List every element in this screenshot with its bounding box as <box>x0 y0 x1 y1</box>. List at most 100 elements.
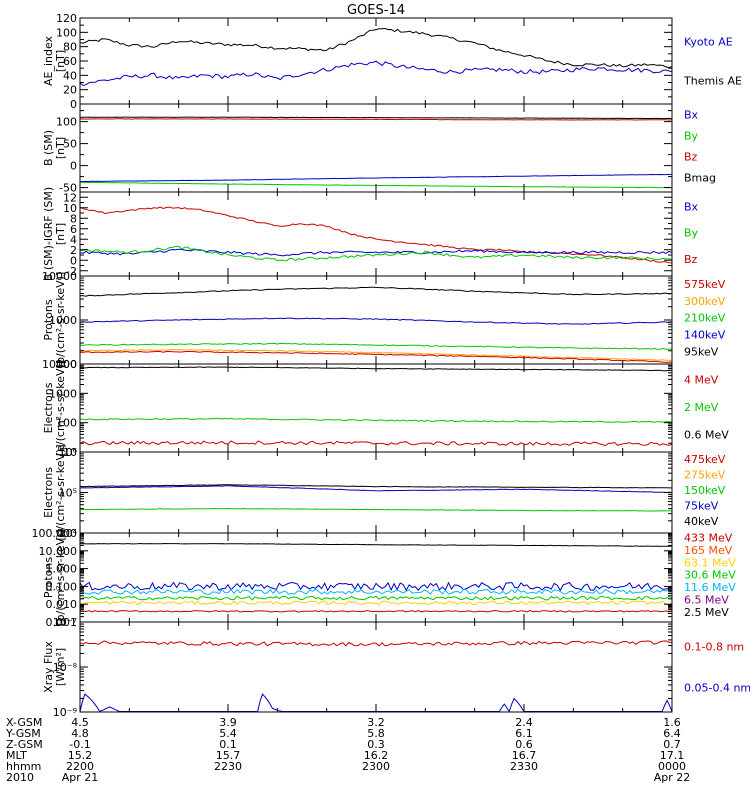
y-axis-label-1-2: [nT] <box>54 50 67 72</box>
ephemeris-value-1-3: 3.2 <box>367 716 385 729</box>
series-line-3-3 <box>79 245 673 262</box>
ephemeris-value-3-4: 0.6 <box>515 738 533 751</box>
ytick-label-1-6: 100 <box>56 26 77 39</box>
series-line-4-4 <box>80 349 673 361</box>
ytick-label-3-1: -2 <box>66 265 77 278</box>
ytick-label-1-4: 60 <box>63 55 77 68</box>
ephemeris-value-3-2: 0.1 <box>219 738 237 751</box>
ytick-label-7-4: 1.000 <box>46 563 78 576</box>
ephemeris-value-3-3: 0.3 <box>367 738 385 751</box>
ytick-label-7-1: 0.001 <box>46 616 78 629</box>
ytick-label-3-4: 4 <box>70 233 77 246</box>
series-line-5-3 <box>79 440 673 447</box>
legend-6-4: 75keV <box>684 500 719 513</box>
ephemeris-label-3: Z-GSM <box>6 738 43 751</box>
ytick-label-7-5: 10.000 <box>39 545 78 558</box>
legend-4-2: 300keV <box>684 295 726 308</box>
ephemeris-value-4-2: 15.7 <box>216 749 241 762</box>
panel-frame-3 <box>79 191 673 277</box>
series-line-2-3 <box>79 173 673 182</box>
y-axis-label-4-2: [p/(cm²-s-sr-keV)] <box>54 272 67 369</box>
legend-3-1: Bx <box>684 200 699 213</box>
series-line-6-2 <box>79 485 673 494</box>
panel-7: 0.001 0.010 0.100 1.000 10.000 100.000 Protons… <box>32 527 737 629</box>
ytick-label-1-7: 120 <box>56 12 77 25</box>
legend-2-3: Bz <box>684 151 698 164</box>
series-line-6-1 <box>79 484 672 489</box>
ytick-label-2-3: 50 <box>63 138 77 151</box>
y-axis-label-6-2: [e/(cm²-s-sr-keV)] <box>54 444 67 540</box>
ephemeris-label-5: hhmm <box>6 760 41 773</box>
series-line-5-2 <box>79 417 673 423</box>
legend-8-2: 0.05-0.4 nm <box>684 682 750 695</box>
series-line-7-1 <box>79 542 673 547</box>
legend-7-2: 165 MeV <box>684 544 733 557</box>
legend-7-6: 6.5 MeV <box>684 593 729 606</box>
series-line-7-2 <box>79 581 673 592</box>
series-line-4-5 <box>79 350 673 363</box>
ytick-label-3-5: 6 <box>70 223 77 236</box>
ephemeris-value-1-1: 4.5 <box>71 716 89 729</box>
legend-5-2: 2 MeV <box>684 401 719 414</box>
ytick-label-1-5: 80 <box>63 41 77 54</box>
ephemeris-label-4: MLT <box>6 749 27 762</box>
panel-frame-6 <box>79 451 673 534</box>
ephemeris-value-6-1: Apr 21 <box>62 771 99 784</box>
series-line-8-1 <box>79 640 673 647</box>
series-line-7-4 <box>79 595 673 601</box>
y-axis-label-6-1: Electrons <box>42 467 55 518</box>
ytick-label-4-1: 100 <box>56 358 77 371</box>
legend-2-2: By <box>684 130 699 143</box>
ephemeris-value-4-5: 17.1 <box>660 749 685 762</box>
ytick-label-2-1: -50 <box>59 182 77 195</box>
ytick-label-5-1: 10 <box>63 446 77 459</box>
ephemeris-value-5-4: 2330 <box>510 760 538 773</box>
ytick-label-2-2: 0 <box>70 160 77 173</box>
ephemeris-value-2-4: 6.1 <box>515 727 533 740</box>
series-line-7-3 <box>79 588 673 595</box>
panel-frame-7 <box>79 532 673 623</box>
legend-6-5: 40keV <box>684 515 719 528</box>
legend-2-4: Bmag <box>684 172 716 185</box>
legend-5-3: 0.6 MeV <box>684 428 729 441</box>
ytick-label-5-3: 1000 <box>49 387 77 400</box>
legend-7-5: 11.6 MeV <box>684 581 736 594</box>
y-axis-label-3-1: B (SM)-IGRF (SM) <box>42 187 55 281</box>
ytick-label-8-2: 10⁻⁸ <box>53 661 78 674</box>
ephemeris-value-5-5: 0000 <box>658 760 686 773</box>
ytick-label-7-2: 0.010 <box>46 598 78 611</box>
ytick-label-6-3: 10⁶ <box>59 446 78 459</box>
legend-4-1: 575keV <box>684 278 726 291</box>
y-axis-label-8-1: Xray Flux <box>42 641 55 693</box>
y-axis-label-1-1: AE_index <box>42 35 55 86</box>
ephemeris-value-3-5: 0.7 <box>663 738 681 751</box>
ephemeris-value-2-5: 6.4 <box>663 727 681 740</box>
series-line-1-2 <box>79 60 673 87</box>
panel-frame-8 <box>79 621 673 713</box>
ephemeris-value-5-2: 2230 <box>214 760 242 773</box>
legend-8-1: 0.1-0.8 nm <box>684 641 744 654</box>
ytick-label-8-3: 10⁻⁷ <box>53 616 77 629</box>
y-axis-label-7-1: Protons <box>42 557 55 598</box>
ephemeris-value-2-1: 4.8 <box>71 727 89 740</box>
series-line-2-2 <box>79 118 673 121</box>
ephemeris-value-2-2: 5.4 <box>219 727 237 740</box>
panel-6: 10⁴ 10⁵ 10⁶ Electrons [e/(cm²-s-sr-keV)] 475k… <box>42 444 726 540</box>
series-line-2-1 <box>79 116 673 120</box>
panel-5: 10 100 1000 10000 Electrons [e/(cm²-s-sr-keV)… <box>42 358 729 459</box>
legend-4-5: 95keV <box>684 346 719 359</box>
ytick-label-1-1: 0 <box>70 98 77 111</box>
ytick-label-3-7: 10 <box>63 202 77 215</box>
series-line-1-1 <box>79 27 673 69</box>
panel-frame-5 <box>79 363 673 453</box>
ephemeris-value-5-3: 2300 <box>362 760 390 773</box>
ytick-label-3-2: 0 <box>70 254 77 267</box>
ephemeris-value-6-5: Apr 22 <box>654 771 691 784</box>
ytick-label-6-2: 10⁵ <box>59 487 77 500</box>
y-axis-label-2-1: B (SM) <box>42 130 55 166</box>
y-axis-label-5-1: Electrons <box>42 382 55 433</box>
series-line-3-2 <box>79 248 673 257</box>
legend-6-2: 275keV <box>684 468 726 481</box>
ephemeris-table: X-GSM 4.5 3.9 3.2 2.4 1.6 Y-GSM 4.8 5.4 5.8 6.1 6.4… <box>5 716 690 784</box>
